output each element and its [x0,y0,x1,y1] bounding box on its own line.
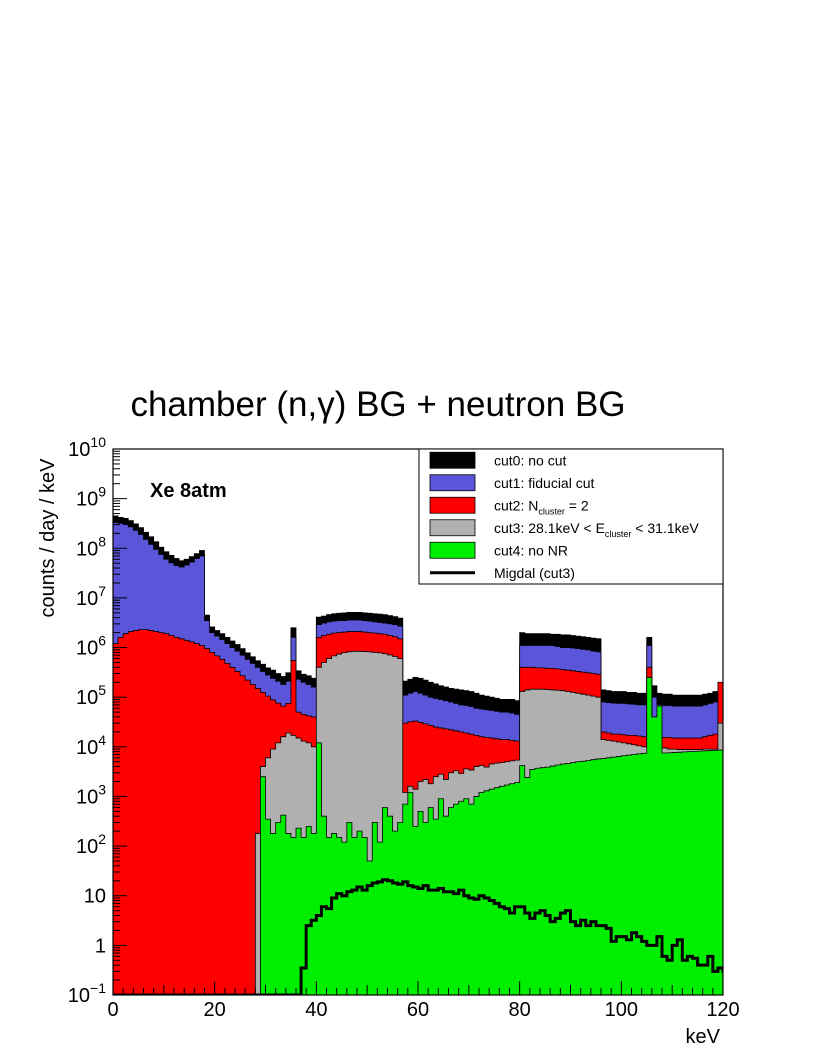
x-tick-label: 0 [107,999,118,1021]
legend-swatch [429,474,476,492]
migdal-histogram-line [113,878,723,995]
chart-title: chamber (n,γ) BG + neutron BG [130,385,625,424]
annotation-label: Xe 8atm [150,480,227,502]
legend: cut0: no cut cut1: fiducial cut cut2: Nclu… [418,448,724,585]
legend-swatch [429,541,476,559]
legend-label: cut3: 28.1keV < Ecluster < 31.1keV [494,520,699,539]
y-tick-label: 10−1 [68,980,106,1007]
x-tick-label: 120 [706,999,739,1021]
y-tick-label: 105 [76,682,106,709]
legend-item-cut1: cut1: fiducial cut [429,474,594,492]
legend-swatch [429,519,476,537]
plot-area [113,515,723,995]
legend-item-migdal: Migdal (cut3) [430,565,575,581]
y-axis: 10−1 1 10 102 103 104 105 106 107 108 109 1010 [68,434,127,1007]
legend-item-cut2: cut2: Ncluster = 2 [429,496,589,516]
y-tick-label: 106 [76,633,106,660]
legend-swatch [429,451,476,469]
y-tick-label: 107 [76,583,106,610]
x-axis-label: keV [686,1026,721,1048]
series-migdal [113,878,723,995]
legend-label: Migdal (cut3) [494,565,575,581]
y-tick-label: 103 [76,781,106,808]
x-tick-label: 20 [204,999,226,1021]
y-tick-label: 1010 [68,434,106,461]
y-tick-label: 108 [76,533,106,560]
y-tick-label: 10 [84,886,106,908]
legend-label: cut0: no cut [494,452,566,468]
y-tick-label: 102 [76,831,106,858]
legend-box [418,448,724,585]
legend-label: cut4: no NR [494,542,568,558]
x-tick-label: 60 [407,999,429,1021]
y-tick-label: 1 [95,935,106,957]
x-tick-label: 40 [305,999,327,1021]
legend-label: cut2: Ncluster = 2 [494,497,589,516]
x-tick-label: 100 [605,999,638,1021]
legend-item-cut4: cut4: no NR [429,541,568,559]
x-axis: 0 20 40 60 80 100 120 [107,981,740,1021]
legend-item-cut3: cut3: 28.1keV < Ecluster < 31.1keV [429,519,699,539]
y-axis-label: counts / day / keV [37,458,59,618]
y-tick-label: 109 [76,484,106,511]
legend-label: cut1: fiducial cut [494,475,594,491]
legend-item-cut0: cut0: no cut [429,451,566,469]
y-tick-label: 104 [76,732,106,759]
legend-swatch [429,496,476,514]
x-tick-label: 80 [509,999,531,1021]
